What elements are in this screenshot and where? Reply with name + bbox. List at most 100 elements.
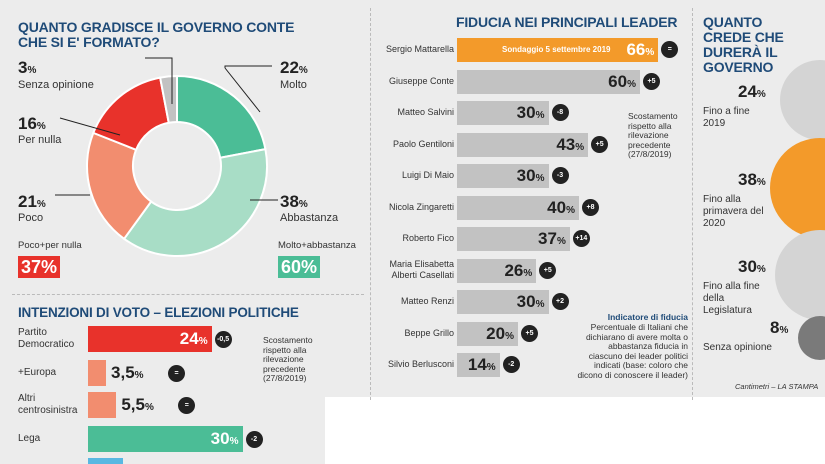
leader-value: 14% [467,355,496,374]
party-value: 3,5% [111,363,144,382]
fiducia-scostamento-note: Scostamento rispetto alla rilevazione pr… [628,111,678,159]
party-value-number: 24 [179,329,199,348]
leader-bar [457,227,570,251]
durata-value-number: 8 [770,318,780,337]
voto-scostamento-note: Scostamento rispetto alla rilevazione pr… [263,335,313,383]
gradimento-label-name: Poco [18,212,44,224]
donut-slice [86,131,153,241]
leader-value: 40% [547,197,575,217]
change-badge: -0,5 [214,331,232,348]
leader-bar [457,132,589,157]
durata-title: Quanto crede che durerà il governo [703,14,784,75]
leader-name: Beppe Grillo [404,327,454,338]
leader-value-number: 60 [608,71,628,91]
durata-name: Senza opinione [703,342,772,353]
leader-name: Roberto Fico [402,233,454,243]
leader-name: Matteo Renzi [400,296,454,306]
leader-value: 37% [538,229,566,248]
durata-name: Fino alla primavera del 2020 [703,194,764,229]
change-badge: +8 [582,198,599,216]
durata-circle [798,316,825,360]
durata-name: Fino a fine 2019 [703,106,750,129]
leader-value-number: 20 [486,323,506,343]
leader-line [145,57,173,66]
indicator-title: Indicatore di fiducia [607,312,688,322]
gradimento-title: Quanto gradisce il governo Conte che si … [18,19,295,50]
gradimento-label-name: Per nulla [18,134,62,146]
leader-value: 43% [556,134,585,154]
change-badge: +2 [551,293,569,310]
leader-value-number: 26 [504,260,524,280]
gradimento-label-name: Abbastanza [280,212,339,224]
change-badge: +5 [521,324,538,342]
party-value-number: 30 [210,429,230,448]
party-name: Lega [18,433,41,444]
durata-value: 30% [738,257,766,276]
party-name: +Europa [18,367,57,378]
leader-name: Maria Elisabetta Alberti Casellati [389,258,454,280]
party-value: 5,5% [121,395,154,414]
durata-circle [770,138,825,238]
divider-vertical [692,8,693,400]
change-badge: -3 [551,167,569,184]
party-bar [88,392,117,418]
leader-bar [457,69,640,94]
gradimento-label-value: 21% [18,192,46,211]
divider-vertical [370,8,371,400]
leader-bar [457,164,549,188]
leader-value-number: 43 [556,134,576,154]
change-badge: = [168,365,186,382]
leader-name: Paolo Gentiloni [392,138,454,149]
leader-line [224,67,261,113]
change-badge: = [178,397,196,414]
durata-name: Fino alla fine della Legislatura [703,281,760,316]
leader-name: Matteo Salvini [397,107,454,117]
leader-bar [457,258,537,283]
divider-horizontal [12,294,364,295]
leader-name: Sergio Mattarella [385,44,454,54]
leader-value: 30% [516,292,545,311]
durata-circle [775,230,825,320]
durata-circle [780,60,825,140]
leader-name: Nicola Zingaretti [388,201,454,212]
leader-value: 30% [516,166,545,185]
gradimento-label-value: 38% [280,192,308,211]
leader-value-number: 30 [516,166,536,185]
party-bar [88,326,212,352]
neg-total-label: Poco+per nulla [18,240,82,251]
change-badge: = [661,41,679,58]
party-value: 24% [179,329,208,348]
change-badge: +14 [572,230,590,247]
party-value: 30% [210,429,239,448]
party-name: Partito Democratico [18,327,75,350]
change-badge: -2 [502,356,520,373]
change-badge: +5 [539,261,557,279]
durata-value-number: 38 [738,170,757,189]
durata-value: 24% [738,82,766,101]
leader-name: Silvio Berlusconi [387,359,454,369]
leader-bar [457,353,500,377]
leader-value: 30% [516,103,545,122]
durata-value-number: 30 [738,257,757,276]
durata-value: 38% [738,170,766,189]
change-badge: +5 [591,135,609,153]
leader-value-number: 66 [626,40,646,59]
highlight-note: Sondaggio 5 settembre 2019 [502,45,611,54]
leader-value-number: 14 [467,355,487,374]
leader-bar [457,321,518,346]
indicator-text: Percentuale di Italiani che dichiarano d… [577,322,688,380]
gradimento-label-value: 16% [18,114,46,133]
credit: Cantimetri – LA STAMPA [735,382,819,391]
leader-line [59,117,121,136]
pos-total-label: Molto+abbastanza [278,240,356,251]
voto-title: Intenzioni di voto – Elezioni politiche [18,305,299,320]
gradimento-label-name: Molto [280,79,307,91]
neg-total-value: 37% [18,256,61,278]
gradimento-label-value: 22% [280,58,308,77]
change-badge: -8 [551,104,569,121]
leader-value: 26% [504,260,533,280]
leader-value-number: 30 [516,292,536,311]
durata-value: 8% [770,318,789,337]
